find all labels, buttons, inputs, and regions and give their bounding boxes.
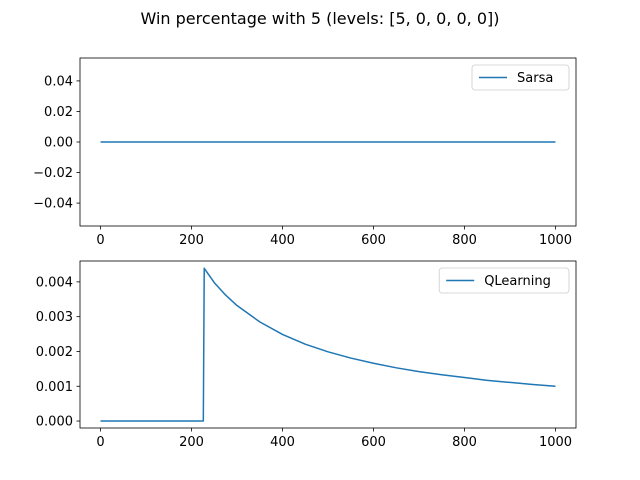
y-tick-label: −0.02 bbox=[33, 166, 73, 181]
x-tick-label: 1000 bbox=[539, 435, 572, 450]
axes-qlearning: 0 200 400 600 800 1000 0.000 0.001 0.002 0.003 0.0… bbox=[36, 260, 577, 450]
y-tick-label: 0.02 bbox=[44, 105, 73, 120]
x-tick-label: 0 bbox=[96, 435, 104, 450]
y-tick-label: 0.004 bbox=[36, 275, 73, 290]
x-tick-label: 800 bbox=[452, 233, 477, 248]
x-tick-label: 400 bbox=[270, 435, 295, 450]
y-tick-label: 0.001 bbox=[36, 380, 73, 395]
legend-frame bbox=[471, 64, 570, 91]
legend-frame bbox=[438, 267, 570, 294]
x-tick-label: 600 bbox=[361, 435, 386, 450]
x-tick-label: 1000 bbox=[539, 233, 572, 248]
x-tick-label: 0 bbox=[96, 233, 104, 248]
legend-label: QLearning bbox=[484, 274, 551, 289]
y-tick-label: 0.04 bbox=[44, 74, 73, 89]
x-tick-label: 600 bbox=[361, 233, 386, 248]
x-tick-label: 800 bbox=[452, 435, 477, 450]
y-tick-label: −0.04 bbox=[33, 197, 73, 212]
legend: QLearning bbox=[438, 267, 570, 294]
series-line-qlearning bbox=[100, 267, 556, 422]
x-tick-label: 400 bbox=[270, 233, 295, 248]
y-tick-label: 0.002 bbox=[36, 345, 73, 360]
figure-title: Win percentage with 5 (levels: [5, 0, 0,… bbox=[140, 9, 499, 28]
legend-label: Sarsa bbox=[517, 71, 553, 86]
x-tick-label: 200 bbox=[179, 435, 204, 450]
legend: Sarsa bbox=[471, 64, 570, 91]
axes-sarsa: 0 200 400 600 800 1000 −0.04 −0.02 0.00 0.02 0.04 S… bbox=[33, 57, 577, 248]
y-tick-label: 0.000 bbox=[36, 415, 73, 430]
x-tick-label: 200 bbox=[179, 233, 204, 248]
y-tick-label: 0.00 bbox=[44, 136, 73, 151]
y-tick-label: 0.003 bbox=[36, 310, 73, 325]
